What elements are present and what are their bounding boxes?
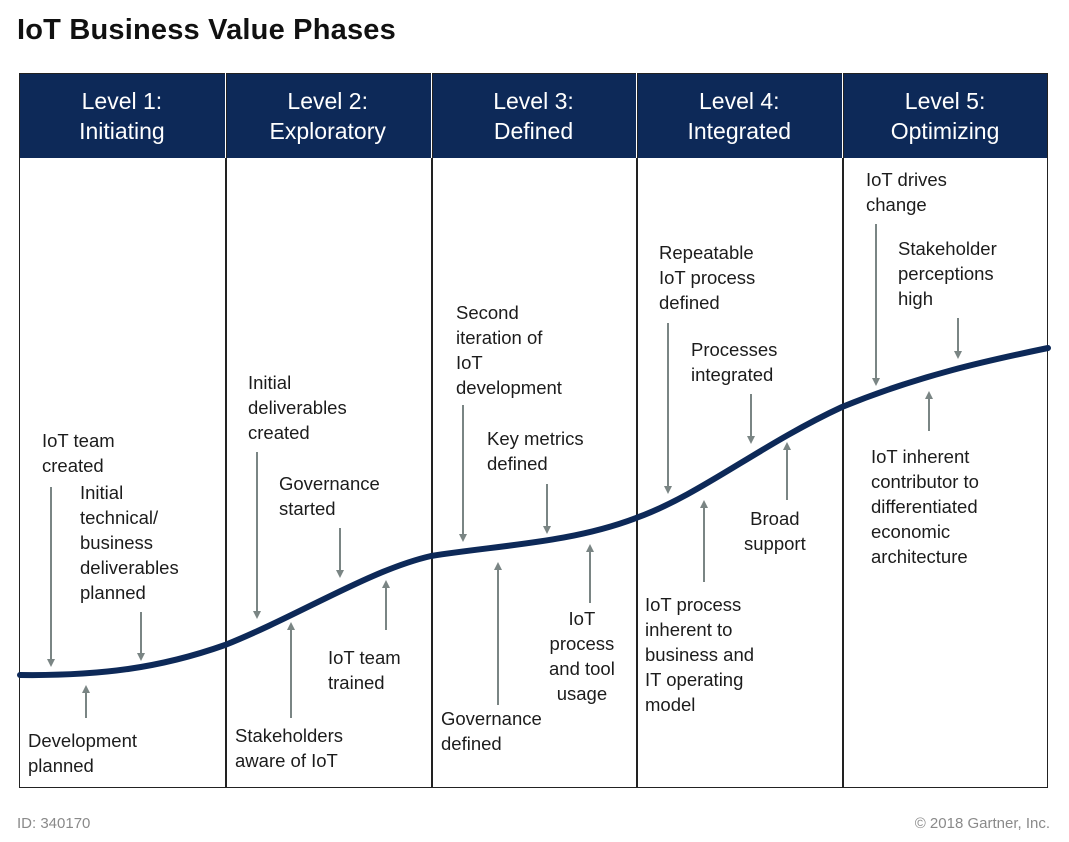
copyright-notice: © 2018 Gartner, Inc. (914, 815, 1050, 832)
milestone-label: Broad support (744, 508, 806, 554)
header-divider (842, 73, 843, 158)
milestone-label: Second iteration of IoT development (456, 302, 562, 398)
level-4-number: Level 4: (699, 87, 780, 114)
milestone-label: IoT process and tool usage (549, 608, 615, 704)
level-5-number: Level 5: (904, 87, 986, 114)
level-1-number: Level 1: (81, 87, 163, 114)
level-1-header: Level 1: Initiating (19, 73, 225, 158)
milestone-label: Stakeholders aware of IoT (235, 725, 343, 771)
milestone-label: IoT inherent contributor to differentiat… (871, 446, 979, 567)
column-divider (636, 73, 638, 788)
header-divider (636, 73, 637, 158)
milestone-label: IoT process inherent to business and IT … (645, 594, 755, 715)
milestone-label: Stakeholder perceptions high (898, 238, 997, 309)
column-divider (842, 73, 844, 788)
milestone-label: Development planned (28, 730, 138, 776)
level-3-name: Defined (493, 117, 574, 144)
milestone-label: IoT team trained (328, 647, 401, 693)
column-divider (431, 73, 433, 788)
level-3-number: Level 3: (493, 87, 574, 114)
header-divider (431, 73, 432, 158)
level-5-name: Optimizing (890, 117, 1000, 144)
level-1-name: Initiating (79, 117, 165, 144)
milestone-label: Processes integrated (691, 339, 778, 385)
level-4-header: Level 4: Integrated (636, 73, 842, 158)
milestone-label: IoT team created (42, 430, 115, 476)
level-4-name: Integrated (687, 117, 792, 144)
milestone-label: Governance defined (441, 708, 542, 754)
level-3-header: Level 3: Defined (431, 73, 637, 158)
diagram-frame (19, 73, 1048, 788)
milestone-label: Initial technical/ business deliverables… (80, 482, 179, 603)
column-divider (225, 73, 227, 788)
header-divider (225, 73, 226, 158)
level-5-header: Level 5: Optimizing (842, 73, 1048, 158)
level-2-name: Exploratory (269, 117, 386, 144)
maturity-curve (17, 345, 1051, 679)
milestone-label: Repeatable IoT process defined (659, 242, 756, 313)
page-title: IoT Business Value Phases (17, 14, 396, 46)
level-2-header: Level 2: Exploratory (225, 73, 431, 158)
document-id: ID: 340170 (17, 815, 91, 832)
levels-header: Level 1: Initiating Level 2: Exploratory… (19, 73, 1048, 158)
milestone-label: IoT drives change (866, 169, 947, 215)
milestone-label: Governance started (279, 473, 380, 519)
milestone-label: Key metrics defined (487, 428, 584, 474)
level-2-number: Level 2: (287, 87, 368, 114)
milestone-label: Initial deliverables created (248, 372, 347, 443)
